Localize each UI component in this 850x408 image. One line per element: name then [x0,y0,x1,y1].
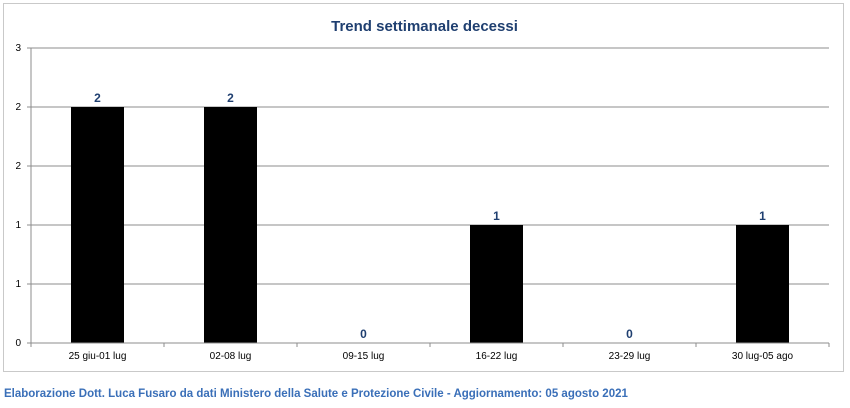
x-tick-label: 09-15 lug [343,351,385,362]
bar [204,107,257,343]
y-tick-label: 3 [15,43,21,54]
y-tick-label: 1 [15,220,21,231]
x-tick-label: 16-22 lug [476,351,518,362]
y-tick-label: 2 [15,102,21,113]
y-tick-label: 2 [15,161,21,172]
x-tick-label: 23-29 lug [609,351,651,362]
x-tick-label: 30 lug-05 ago [732,351,794,362]
x-tick-label: 25 giu-01 lug [69,351,127,362]
bar [470,225,523,343]
data-label: 2 [227,91,234,105]
bar [71,107,124,343]
x-tick-label: 02-08 lug [210,351,252,362]
data-label: 1 [493,209,500,223]
bar-chart: 0 1 1 2 2 3 2 25 giu-01 lug 2 02-08 lug 0 09-15 lug… [15,43,830,362]
footer-note: Elaborazione Dott. Luca Fusaro da dati M… [4,388,628,400]
chart-title: Trend settimanale decessi [331,18,518,35]
data-label: 1 [759,209,766,223]
y-tick-label: 0 [15,338,21,349]
data-label: 0 [360,327,367,341]
data-label: 2 [94,91,101,105]
bar [736,225,789,343]
y-tick-label: 1 [15,279,21,290]
chart-frame: Trend settimanale decessi 0 1 1 2 2 3 2 25 giu-… [3,3,844,372]
data-label: 0 [626,327,633,341]
